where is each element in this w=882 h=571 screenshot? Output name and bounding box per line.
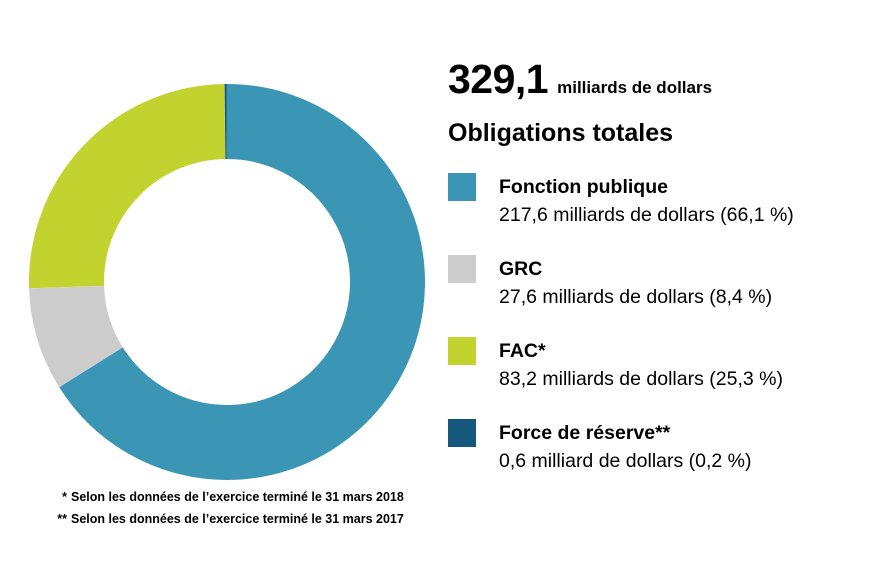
legend-text: Fonction publique 217,6 milliards de dol… — [499, 173, 794, 229]
total-value: 329,1 — [448, 56, 549, 102]
legend-label: Force de réserve** — [499, 422, 671, 444]
legend-item-force-de-reserve: Force de réserve** 0,6 milliard de dolla… — [448, 419, 858, 475]
donut-segment-fonction-publique — [59, 84, 425, 480]
legend-value: 27,6 milliards de dollars (8,4 %) — [499, 286, 773, 308]
footnote-2017: ** Selon les données de l’exercice termin… — [52, 508, 404, 530]
legend-label: GRC — [499, 258, 543, 280]
donut-chart-area — [28, 83, 426, 486]
legend-swatch-fac — [448, 337, 476, 365]
legend-item-fac: FAC* 83,2 milliards de dollars (25,3 %) — [448, 337, 858, 393]
legend-value: 0,6 milliard de dollars (0,2 %) — [499, 450, 752, 472]
footnotes: * Selon les données de l’exercice terminé… — [52, 486, 404, 530]
legend-label: Fonction publique — [499, 176, 668, 198]
footnote-text: Selon les données de l’exercice terminé … — [71, 490, 404, 504]
donut-chart — [29, 84, 425, 480]
legend: Fonction publique 217,6 milliards de dol… — [448, 173, 858, 475]
chart-title: Obligations totales — [448, 119, 674, 147]
legend-value: 217,6 milliards de dollars (66,1 %) — [499, 204, 794, 226]
donut-segment-fac — [29, 84, 227, 289]
legend-value: 83,2 milliards de dollars (25,3 %) — [499, 368, 783, 390]
legend-item-fonction-publique: Fonction publique 217,6 milliards de dol… — [448, 173, 858, 229]
legend-text: Force de réserve** 0,6 milliard de dolla… — [499, 419, 752, 475]
legend-text: FAC* 83,2 milliards de dollars (25,3 %) — [499, 337, 783, 393]
footnote-text: Selon les données de l’exercice terminé … — [71, 512, 404, 526]
legend-swatch-grc — [448, 255, 476, 283]
footnote-2018: * Selon les données de l’exercice terminé… — [52, 486, 404, 508]
legend-swatch-force-de-reserve — [448, 419, 476, 447]
legend-item-grc: GRC 27,6 milliards de dollars (8,4 %) — [448, 255, 858, 311]
legend-swatch-fonction-publique — [448, 173, 476, 201]
footnote-marker: ** — [57, 512, 67, 526]
legend-text: GRC 27,6 milliards de dollars (8,4 %) — [499, 255, 772, 311]
footnote-marker: * — [62, 490, 67, 504]
info-column: 329,1 milliards de dollars Obligations to… — [448, 56, 858, 501]
donut-segment-grc — [29, 284, 124, 388]
total-headline: 329,1 milliards de dollars — [448, 56, 858, 112]
legend-label: FAC* — [499, 340, 546, 362]
total-unit: milliards de dollars — [557, 78, 713, 97]
